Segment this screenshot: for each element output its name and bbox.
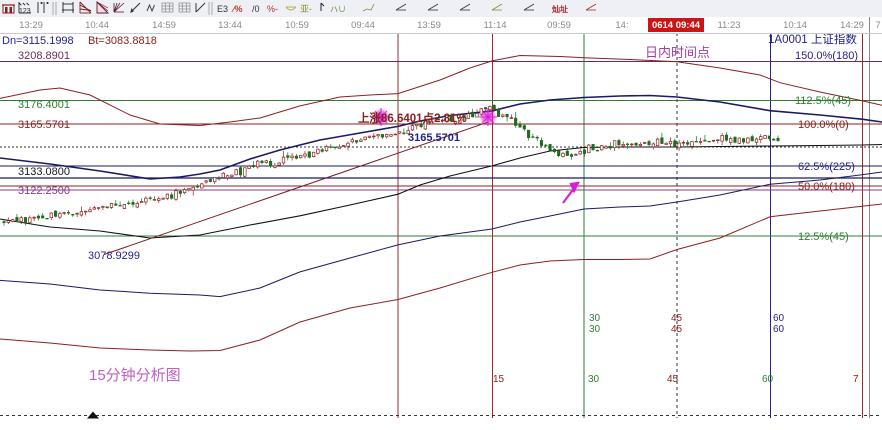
- svg-text:15分钟分析图: 15分钟分析图: [89, 367, 181, 384]
- svg-text:60: 60: [773, 324, 785, 335]
- svg-text:3133.0800: 3133.0800: [18, 166, 70, 178]
- svg-text:100.0%(0): 100.0%(0): [798, 119, 849, 131]
- svg-text:Bt=3083.8818: Bt=3083.8818: [88, 35, 157, 47]
- svg-text:10:14: 10:14: [783, 20, 807, 31]
- svg-text:13:44: 13:44: [218, 20, 242, 31]
- svg-text:3165.5701: 3165.5701: [18, 119, 70, 131]
- svg-text:灿址: 灿址: [552, 4, 568, 14]
- svg-text:09:59: 09:59: [547, 20, 571, 31]
- svg-text:30: 30: [589, 313, 601, 324]
- svg-text:11:23: 11:23: [717, 20, 740, 31]
- svg-text:45: 45: [671, 324, 683, 335]
- svg-text:12.5%(45): 12.5%(45): [798, 231, 849, 243]
- svg-text:30: 30: [589, 324, 601, 335]
- svg-text:日内时间点: 日内时间点: [645, 45, 710, 60]
- svg-text:0614 09:44: 0614 09:44: [652, 20, 701, 31]
- svg-text:上涨86.6401点2.81%: 上涨86.6401点2.81%: [358, 111, 467, 125]
- svg-text:60: 60: [773, 313, 785, 324]
- svg-text:10:44: 10:44: [85, 20, 109, 31]
- svg-text:7: 7: [853, 374, 859, 385]
- svg-text:%-: %-: [267, 4, 278, 14]
- svg-text:∕%: ∕%: [231, 4, 243, 14]
- svg-text:ハ∪: ハ∪: [330, 5, 346, 14]
- svg-text:3176.4001: 3176.4001: [18, 99, 70, 111]
- svg-text:60: 60: [762, 374, 774, 385]
- svg-text:7: 7: [875, 20, 880, 31]
- svg-text:09:44: 09:44: [351, 20, 375, 31]
- svg-text:14:29: 14:29: [840, 20, 864, 31]
- svg-text:13:59: 13:59: [417, 20, 441, 31]
- svg-text:112.5%(45): 112.5%(45): [795, 95, 851, 107]
- svg-text:3208.8901: 3208.8901: [18, 50, 70, 62]
- svg-text:3078.9299: 3078.9299: [88, 250, 140, 262]
- svg-text:Dn=3115.1998: Dn=3115.1998: [2, 35, 74, 47]
- svg-text:亚-: 亚-: [300, 4, 312, 14]
- svg-text:13:29: 13:29: [19, 20, 43, 31]
- svg-text:11:14: 11:14: [483, 20, 506, 31]
- svg-text:1A0001 上证指数: 1A0001 上证指数: [768, 32, 857, 46]
- svg-text:14:59: 14:59: [152, 20, 176, 31]
- svg-text:/0: /0: [252, 4, 260, 14]
- svg-text:3122.2500: 3122.2500: [18, 185, 70, 197]
- svg-text:150.0%(180): 150.0%(180): [795, 50, 858, 62]
- svg-text:10:59: 10:59: [285, 20, 309, 31]
- svg-text:30: 30: [588, 374, 600, 385]
- svg-text:15: 15: [493, 374, 505, 385]
- svg-text:3165.5701: 3165.5701: [408, 132, 460, 144]
- svg-text:50.0%(180): 50.0%(180): [798, 181, 855, 193]
- svg-text:45: 45: [667, 374, 679, 385]
- svg-text:45: 45: [671, 313, 683, 324]
- svg-text:E3: E3: [217, 4, 228, 14]
- svg-text:62.5%(225): 62.5%(225): [798, 161, 855, 173]
- svg-text:123: 123: [19, 8, 31, 15]
- svg-text:14:: 14:: [615, 20, 628, 31]
